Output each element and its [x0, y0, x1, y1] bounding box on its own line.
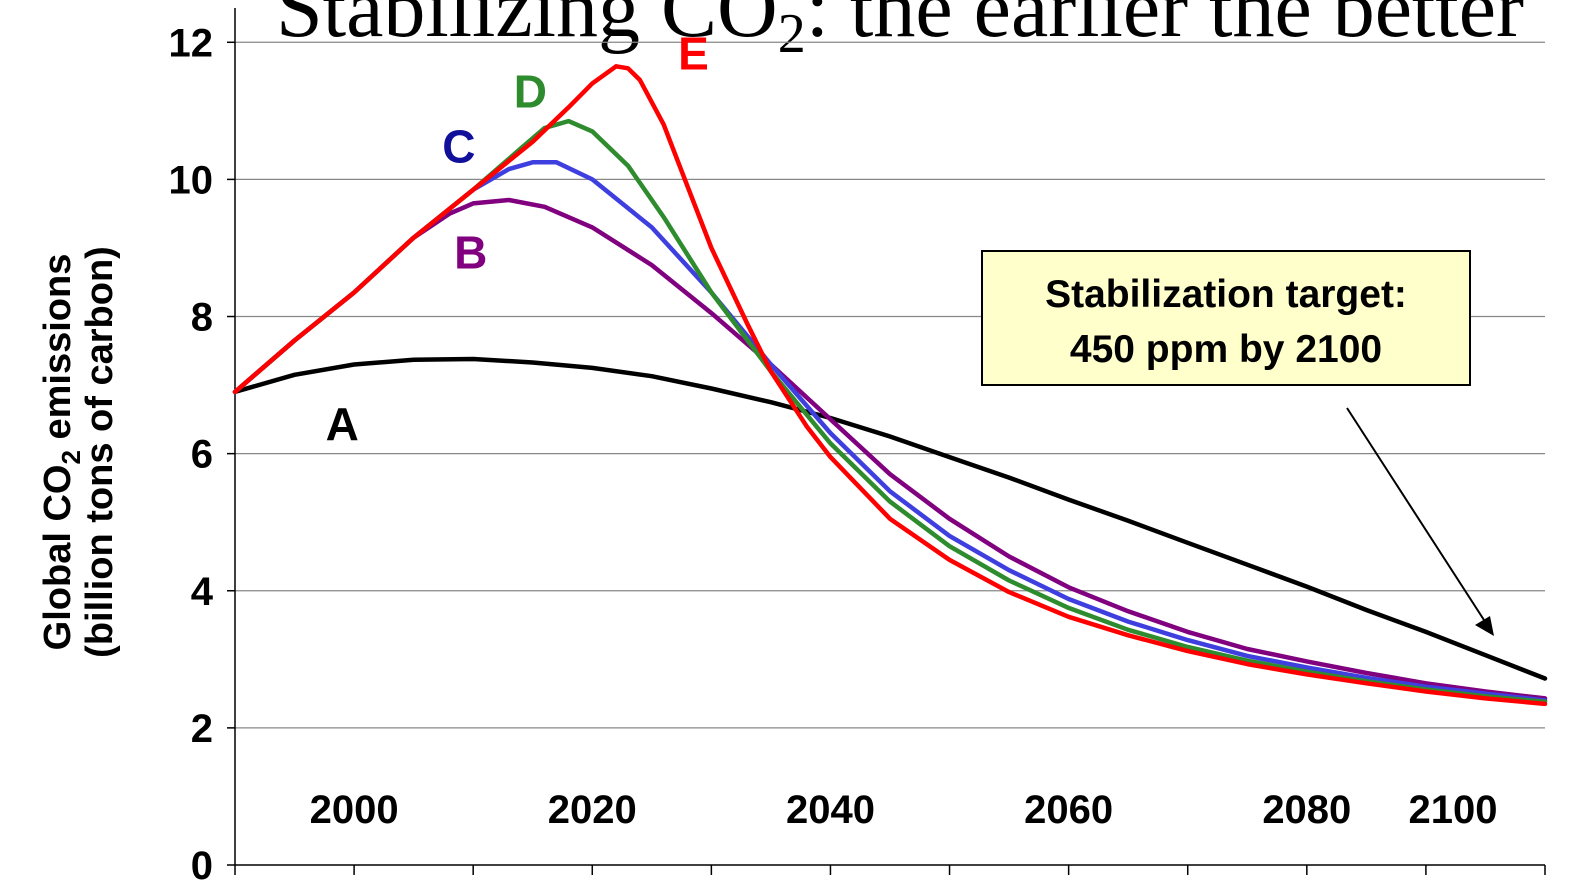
x-tick-labels: 2000 2020 2040 2060 2080 2100 [310, 788, 1498, 832]
annotation-line-1: Stabilization target: [1045, 273, 1407, 316]
y-tick-label-0: 0 [191, 844, 213, 888]
series-line-C [232, 160, 1548, 703]
chart-title-subscript: 2 [778, 3, 806, 65]
chart-title: Stabilizing CO2: the earlier the better [276, 0, 1524, 65]
gridlines [235, 41, 1545, 729]
x-tick-label-2100: 2100 [1409, 788, 1498, 832]
y-axis-label: Global CO2 emissions (billion tons of ca… [37, 246, 121, 658]
series-label-B: B [454, 227, 487, 279]
y-axis-label-subscript: 2 [56, 450, 86, 464]
y-tick-label-8: 8 [191, 296, 213, 340]
y-tick-label-4: 4 [191, 570, 214, 614]
x-tick-label-2060: 2060 [1024, 788, 1113, 832]
annotation-arrow [1346, 407, 1494, 636]
annotation-line-2: 450 ppm by 2100 [1070, 328, 1382, 371]
svg-text:Stabilizing CO2: the earlier t: Stabilizing CO2: the earlier the better [276, 0, 1524, 65]
svg-text:Global CO2 emissions: Global CO2 emissions [37, 254, 86, 651]
series-line-A [232, 356, 1548, 681]
series-line-B [232, 197, 1548, 701]
y-tick-label-6: 6 [191, 433, 213, 477]
y-tick-labels: 0 2 4 6 8 10 12 [169, 21, 214, 888]
x-tick-label-2040: 2040 [786, 788, 875, 832]
x-tick-label-2000: 2000 [310, 788, 399, 832]
x-tick-label-2020: 2020 [548, 788, 637, 832]
y-axis-label-line1-a: Global CO [37, 465, 79, 651]
axes [227, 8, 1546, 875]
chart-title-part-2: : the earlier the better [806, 0, 1524, 55]
y-tick-label-12: 12 [169, 21, 214, 65]
series-label-E: E [678, 28, 709, 80]
series-labels: A B CD E [326, 28, 709, 450]
x-tick-label-2080: 2080 [1262, 788, 1351, 832]
y-axis-label-line2: (billion tons of carbon) [79, 246, 121, 658]
series-label-C: C [442, 120, 475, 172]
y-axis-label-line1-b: emissions [37, 254, 79, 450]
series-label-D: D [514, 65, 547, 117]
series-label-A: A [326, 398, 359, 450]
annotation-box: Stabilization target: 450 ppm by 2100 [981, 250, 1471, 386]
y-tick-label-2: 2 [191, 707, 213, 751]
series-lines [232, 64, 1548, 707]
chart-title-part-1: Stabilizing CO [276, 0, 778, 55]
annotation-box-background [981, 250, 1471, 386]
y-tick-label-10: 10 [169, 158, 214, 202]
series-line-E [232, 64, 1548, 707]
